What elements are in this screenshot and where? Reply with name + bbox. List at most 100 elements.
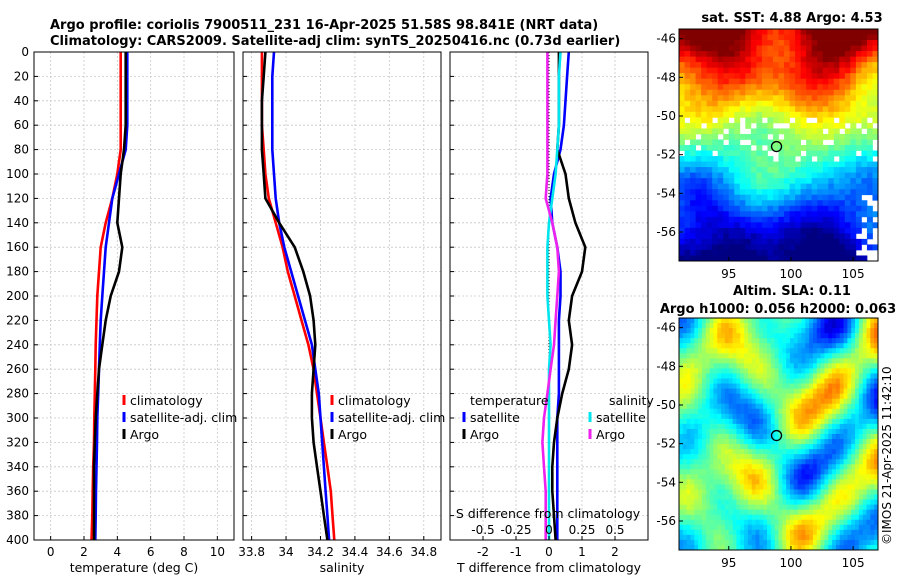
y-tick-label: 180 (6, 265, 29, 279)
s-axis-label: S difference from climatology (456, 506, 641, 521)
x-tick-label: 2 (611, 545, 619, 559)
x-axis-label: salinity (320, 560, 365, 575)
map-y-tick-label: -52 (656, 148, 676, 162)
temperature-panel: 0 2 4 6 8 10020406080100120140160180200220240… (6, 45, 237, 575)
map-y-tick-label: -50 (656, 109, 676, 123)
y-tick-label: 60 (14, 118, 29, 132)
map-y-tick-label: -52 (656, 437, 676, 451)
series-line-argo (260, 51, 329, 541)
x-tick-label: 6 (147, 545, 155, 559)
y-tick-label: 280 (6, 387, 29, 401)
legend-entry: climatology (130, 393, 203, 408)
legend-entry: Argo (596, 427, 625, 442)
map-y-tick-label: -54 (656, 186, 676, 200)
y-tick-label: 360 (6, 484, 29, 498)
s-tick-label: 0.25 (569, 523, 596, 537)
y-tick-label: 140 (6, 216, 29, 230)
map-x-tick-label: 100 (779, 556, 802, 570)
x-tick-label: 34.6 (376, 545, 403, 559)
y-tick-label: 380 (6, 509, 29, 523)
x-tick-label: 0 (47, 545, 55, 559)
legend-entry: Argo (470, 427, 499, 442)
series-line-salinity-satellite (546, 51, 562, 540)
sla-map-title: Altim. SLA: 0.11 (733, 284, 851, 299)
legend-entry: satellite (470, 410, 520, 425)
map-y-tick-label: -46 (656, 321, 676, 335)
s-tick-label: 0 (545, 523, 553, 537)
sla-map-subtitle: Argo h1000: 0.056 h2000: 0.063 (660, 302, 896, 317)
figure-title-line1: Argo profile: coriolis 7900511_231 16-Ap… (50, 18, 598, 33)
x-tick-label: 34.4 (342, 545, 369, 559)
s-tick-label: 0.5 (605, 523, 624, 537)
y-tick-label: 400 (6, 533, 29, 547)
map-frame (678, 317, 879, 551)
map-y-tick-label: -50 (656, 398, 676, 412)
map-frame (678, 28, 879, 262)
y-tick-label: 240 (6, 338, 29, 352)
s-tick-label: -0.25 (500, 523, 531, 537)
x-tick-label: 0 (545, 545, 553, 559)
series-line-argo (92, 52, 127, 540)
sla-map: 95 100 105 -46 -48 -50 -52 -54 -56 (656, 317, 879, 570)
x-axis-label: temperature (deg C) (70, 560, 199, 575)
y-tick-label: 300 (6, 411, 29, 425)
y-tick-label: 20 (14, 69, 29, 83)
map-x-tick-label: 105 (842, 267, 865, 281)
x-tick-label: 4 (114, 545, 122, 559)
x-tick-label: -1 (510, 545, 522, 559)
y-tick-label: 40 (14, 94, 29, 108)
series-line-satellite-adj-clim (94, 52, 129, 541)
argo-location-marker (770, 429, 783, 442)
legend-entry: Argo (338, 427, 367, 442)
salinity-panel: 33.8 34 34.2 34.4 34.6 34.8 salinity climatolog… (238, 51, 445, 575)
map-x-tick-label: 100 (779, 267, 802, 281)
x-tick-label: 8 (180, 545, 188, 559)
argo-location-marker (770, 140, 783, 153)
series-line-salinity-argo (541, 52, 561, 540)
imos-watermark: ©IMOS 21-Apr-2025 11:42:10 (880, 366, 894, 545)
series-line-satellite-adj-clim (270, 51, 331, 541)
difference-panel: -2 -1 0 1 2T difference from climatology temp… (449, 51, 654, 575)
y-tick-label: 160 (6, 240, 29, 254)
map-y-tick-label: -56 (656, 225, 676, 239)
y-tick-label: 0 (21, 45, 29, 59)
s-tick-label: -0.5 (471, 523, 494, 537)
x-tick-label: -2 (477, 545, 489, 559)
map-x-tick-label: 95 (721, 267, 736, 281)
legend-entry: satellite (596, 410, 646, 425)
y-tick-label: 120 (6, 191, 29, 205)
map-y-tick-label: -56 (656, 514, 676, 528)
legend-entry: satellite-adj. clim (130, 410, 237, 425)
figure-title-line2: Climatology: CARS2009. Satellite-adj cli… (50, 34, 620, 49)
map-y-tick-label: -48 (656, 70, 676, 84)
x-tick-label: 33.8 (238, 545, 265, 559)
series-line-temperature-satellite (549, 51, 571, 540)
x-tick-label: 34 (278, 545, 293, 559)
map-x-tick-label: 95 (721, 556, 736, 570)
x-tick-label: 1 (578, 545, 586, 559)
y-tick-label: 220 (6, 313, 29, 327)
map-y-tick-label: -46 (656, 32, 676, 46)
legend-entry: Argo (130, 427, 159, 442)
sst-heatmap-cells (679, 29, 879, 262)
sla-heatmap-cells (679, 318, 879, 551)
y-tick-label: 200 (6, 289, 29, 303)
x-axis-label: T difference from climatology (456, 560, 642, 575)
legend-entry: temperature (470, 393, 549, 408)
y-tick-label: 80 (14, 143, 29, 157)
x-tick-label: 10 (210, 545, 225, 559)
x-tick-label: 34.8 (410, 545, 437, 559)
x-tick-label: 34.2 (307, 545, 334, 559)
map-x-tick-label: 105 (842, 556, 865, 570)
sst-map: 95 100 105 -46 -48 -50 -52 -54 -56 (656, 28, 879, 281)
legend-entry: climatology (338, 393, 411, 408)
y-tick-label: 340 (6, 460, 29, 474)
y-tick-label: 100 (6, 167, 29, 181)
legend-entry: salinity (609, 393, 654, 408)
x-tick-label: 2 (80, 545, 88, 559)
legend-entry: satellite-adj. clim (338, 410, 445, 425)
y-tick-label: 320 (6, 435, 29, 449)
y-tick-label: 260 (6, 362, 29, 376)
sst-map-title: sat. SST: 4.88 Argo: 4.53 (701, 11, 882, 26)
